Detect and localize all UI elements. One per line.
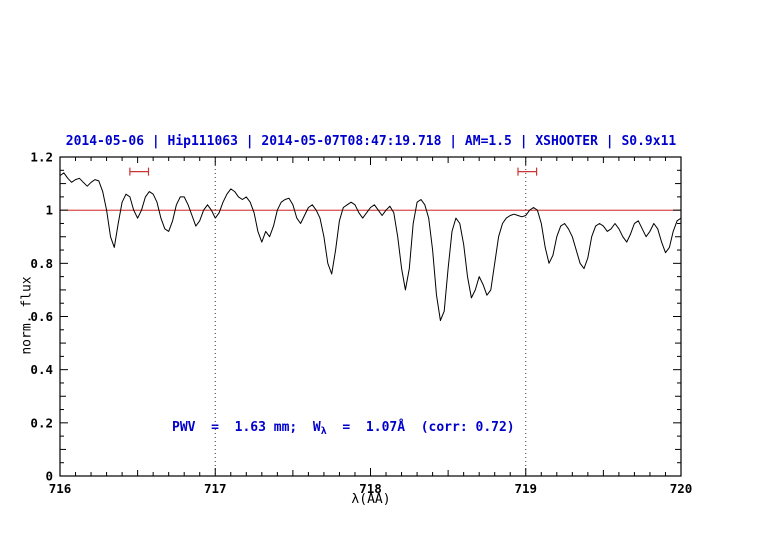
y-tick-label: 0 bbox=[45, 469, 53, 484]
x-tick-label: 718 bbox=[359, 481, 382, 496]
pwv-annotation-suffix: = 1.07Å (corr: 0.72) bbox=[326, 420, 515, 436]
x-axis-label: λ(AA) bbox=[351, 492, 391, 507]
y-tick-label: 0.6 bbox=[30, 309, 53, 324]
plot-title: 2014-05-06 | Hip111063 | 2014-05-07T08:4… bbox=[65, 134, 677, 149]
y-tick-label: 0.4 bbox=[30, 362, 53, 377]
y-tick-label: 0.2 bbox=[30, 415, 53, 430]
pwv-annotation: PWV = 1.63 mm; Wλ = 1.07Å (corr: 0.72) bbox=[141, 405, 515, 450]
x-tick-label: 717 bbox=[204, 481, 227, 496]
plot-frame bbox=[59, 156, 682, 477]
pwv-annotation-lambda-subscript: λ bbox=[320, 426, 327, 438]
y-tick-label: 1 bbox=[45, 203, 53, 218]
y-tick-label: 1.2 bbox=[30, 150, 53, 165]
y-tick-label: 0.8 bbox=[30, 256, 53, 271]
x-tick-label: 716 bbox=[49, 481, 72, 496]
pwv-annotation-prefix: PWV = 1.63 mm; W bbox=[172, 420, 321, 436]
x-tick-label: 719 bbox=[514, 481, 537, 496]
spectrum-line bbox=[59, 172, 682, 321]
x-tick-label: 720 bbox=[670, 481, 693, 496]
